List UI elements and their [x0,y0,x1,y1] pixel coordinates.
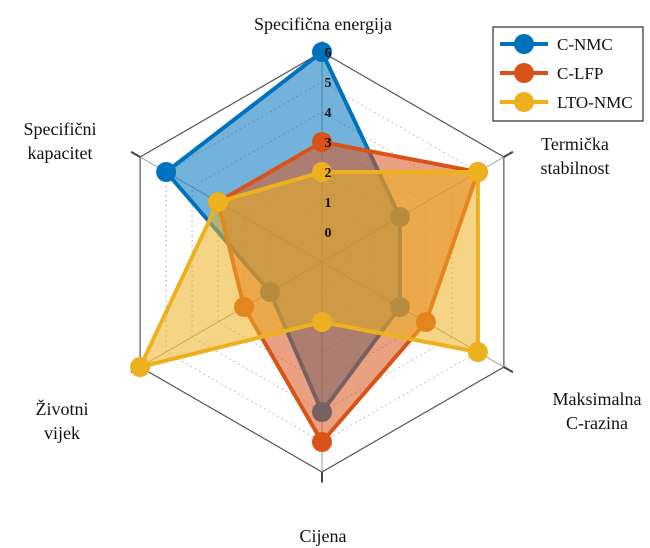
data-point [312,162,332,182]
radial-tick-labels: 0 1 2 3 4 5 6 [325,46,332,241]
legend: C-NMC C-LFP LTO-NMC [492,26,644,122]
legend-label: C-NMC [557,35,613,54]
tick-label: 2 [325,166,332,181]
legend-label: C-LFP [557,64,603,83]
series-lto-nmc [130,162,488,377]
axis-label-line: Specifična energija [254,14,392,34]
legend-entry-c-nmc: C-NMC [500,34,613,54]
axis-label: Specifična energija [254,14,392,34]
tick-label: 3 [325,136,332,151]
data-point [312,432,332,452]
data-point [467,342,488,362]
axis-label-line: stabilnost [540,158,609,178]
axis-label-line: Specifični [24,119,97,139]
legend-swatch-marker [514,92,534,112]
legend-label: LTO-NMC [557,93,633,112]
axis-label-line: Životni [36,398,89,419]
tick-label: 5 [325,76,332,91]
tick-label: 0 [325,226,332,241]
data-point [467,162,488,182]
axis-label-line: vijek [44,423,80,443]
tick-label: 6 [325,46,332,61]
tick-label: 4 [325,106,332,121]
data-point [130,357,151,377]
data-point [208,192,229,212]
axis-labels: Specifična energija Termička stabilnost Mak… [24,14,642,546]
data-point [312,132,332,152]
legend-entry-lto-nmc: LTO-NMC [500,92,633,112]
data-point [312,42,332,62]
axis-label-line: Termička [541,134,609,154]
axis-label: Maksimalna C-razina [553,389,642,433]
legend-swatch-marker [514,63,534,83]
axis-label: Termička stabilnost [540,134,609,178]
axis-tick-mark [130,150,141,158]
legend-swatch-marker [514,34,534,54]
axis-tick-mark [503,366,514,374]
legend-entry-c-lfp: C-LFP [500,63,603,83]
axis-label: Specifični kapacitet [24,119,97,163]
radar-series [130,42,488,452]
axis-label-line: kapacitet [28,143,93,163]
axis-label: Životni vijek [36,398,89,443]
axis-label-line: C-razina [566,413,628,433]
tick-label: 1 [325,196,332,211]
data-point [156,162,177,182]
axis-label: Cijena [300,526,347,546]
axis-tick-mark [503,150,514,158]
data-point [312,312,332,332]
axis-label-line: Maksimalna [553,389,642,409]
axis-label-line: Cijena [300,526,347,546]
